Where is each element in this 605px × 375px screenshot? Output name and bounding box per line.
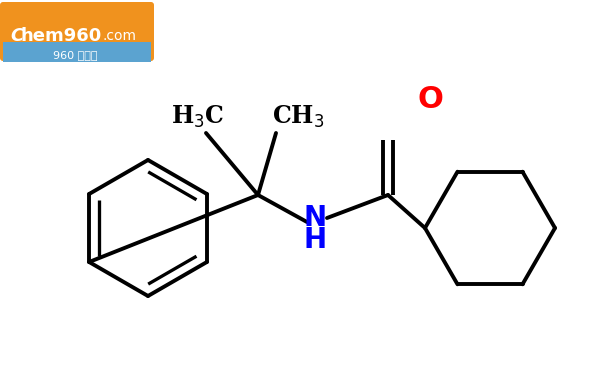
Text: H: H [304, 226, 327, 254]
Text: N: N [304, 204, 327, 232]
Text: H$_3$C: H$_3$C [171, 104, 224, 130]
Text: C: C [10, 27, 23, 45]
Text: 960 化工网: 960 化工网 [53, 50, 97, 60]
Text: hem960: hem960 [20, 27, 101, 45]
Text: CH$_3$: CH$_3$ [272, 104, 324, 130]
Text: .com: .com [103, 29, 137, 43]
Text: O: O [417, 86, 443, 114]
Bar [3, 42, 151, 62]
FancyBboxPatch shape [0, 2, 154, 61]
